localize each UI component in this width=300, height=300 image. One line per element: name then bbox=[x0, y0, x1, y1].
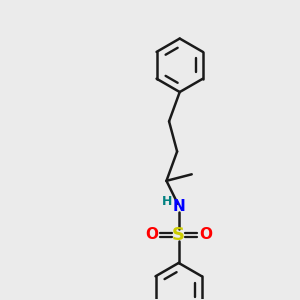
Text: S: S bbox=[172, 226, 185, 244]
Text: O: O bbox=[199, 227, 212, 242]
Text: H: H bbox=[162, 195, 172, 208]
Text: N: N bbox=[172, 199, 185, 214]
Text: O: O bbox=[146, 227, 158, 242]
